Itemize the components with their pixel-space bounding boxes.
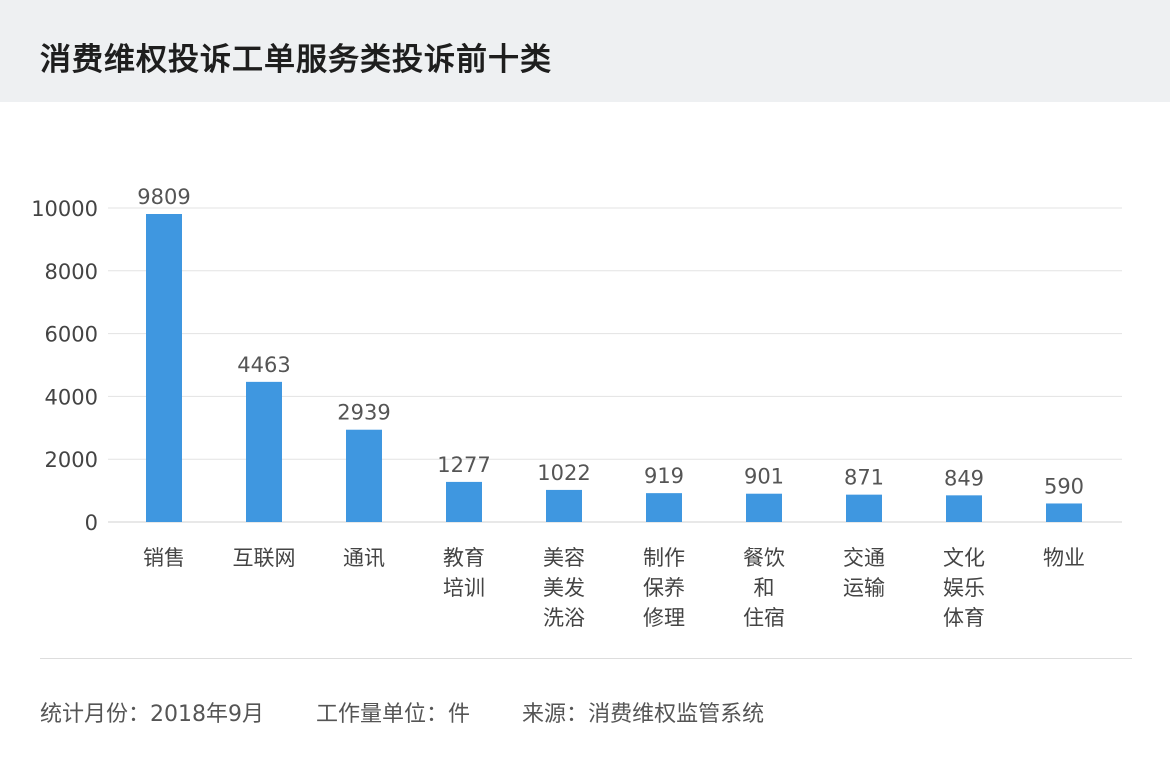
source-value: 消费维权监管系统 [588, 702, 765, 727]
x-tick-label: 美发 [543, 576, 585, 600]
x-tick-label: 娱乐 [943, 576, 985, 600]
data-label: 849 [944, 466, 984, 490]
data-label: 9809 [137, 185, 190, 209]
data-label: 919 [644, 464, 684, 488]
x-tick-label: 制作 [643, 546, 685, 570]
data-label: 2939 [337, 401, 390, 425]
bar [846, 494, 882, 522]
x-tick-label: 洗浴 [543, 606, 585, 630]
bar [246, 381, 282, 522]
divider [40, 658, 1132, 659]
bar [146, 213, 182, 522]
x-tick-label: 销售 [143, 546, 185, 570]
bar [746, 493, 782, 522]
x-tick-label: 保养 [643, 576, 685, 600]
bar [546, 489, 582, 522]
x-tick-label: 教育 [443, 546, 485, 570]
x-tick-label: 通讯 [343, 546, 385, 570]
data-label: 901 [744, 465, 784, 489]
x-tick-label: 体育 [943, 606, 985, 630]
x-tick-label: 餐饮 [743, 546, 785, 570]
bar [346, 429, 382, 522]
period-value: 2018年9月 [150, 702, 265, 727]
footer-period: 统计月份：2018年9月 [40, 696, 264, 728]
period-label: 统计月份： [40, 702, 151, 727]
x-tick-label: 住宿 [743, 606, 785, 630]
x-tick-label: 美容 [543, 546, 585, 570]
y-tick-label: 0 [85, 511, 98, 535]
x-tick-label: 交通 [843, 546, 885, 570]
x-tick-label: 物业 [1043, 546, 1085, 570]
data-label: 1022 [537, 461, 590, 485]
source-label: 来源： [522, 702, 589, 727]
footer-source: 来源：消费维权监管系统 [522, 696, 764, 728]
header-bar: 消费维权投诉工单服务类投诉前十类 [0, 0, 1170, 102]
y-tick-label: 8000 [45, 260, 98, 284]
x-tick-label: 和 [754, 576, 775, 600]
unit-value: 件 [448, 702, 471, 727]
footer-unit: 工作量单位：件 [316, 696, 470, 728]
y-tick-label: 4000 [45, 385, 98, 409]
page-title: 消费维权投诉工单服务类投诉前十类 [40, 42, 552, 78]
data-label: 590 [1044, 474, 1084, 498]
y-tick-label: 10000 [31, 197, 98, 221]
bar [646, 493, 682, 522]
data-label: 4463 [237, 353, 290, 377]
x-tick-label: 运输 [843, 576, 885, 600]
data-label: 1277 [437, 453, 490, 477]
y-tick-label: 2000 [45, 448, 98, 472]
x-tick-label: 互联网 [233, 546, 296, 570]
x-tick-label: 培训 [443, 576, 485, 600]
bar [1046, 503, 1082, 522]
y-tick-label: 6000 [45, 323, 98, 347]
x-tick-label: 文化 [943, 546, 985, 570]
unit-label: 工作量单位： [316, 702, 449, 727]
bar [946, 495, 982, 522]
bar-chart: 0 2000 4000 6000 8000 10000 9809 销售 4463 互联网 2939 通… [31, 185, 1122, 630]
bar [446, 481, 482, 522]
footer: 统计月份：2018年9月 工作量单位：件 来源：消费维权监管系统 [40, 696, 764, 728]
data-label: 871 [844, 466, 884, 490]
x-tick-label: 修理 [643, 606, 685, 630]
